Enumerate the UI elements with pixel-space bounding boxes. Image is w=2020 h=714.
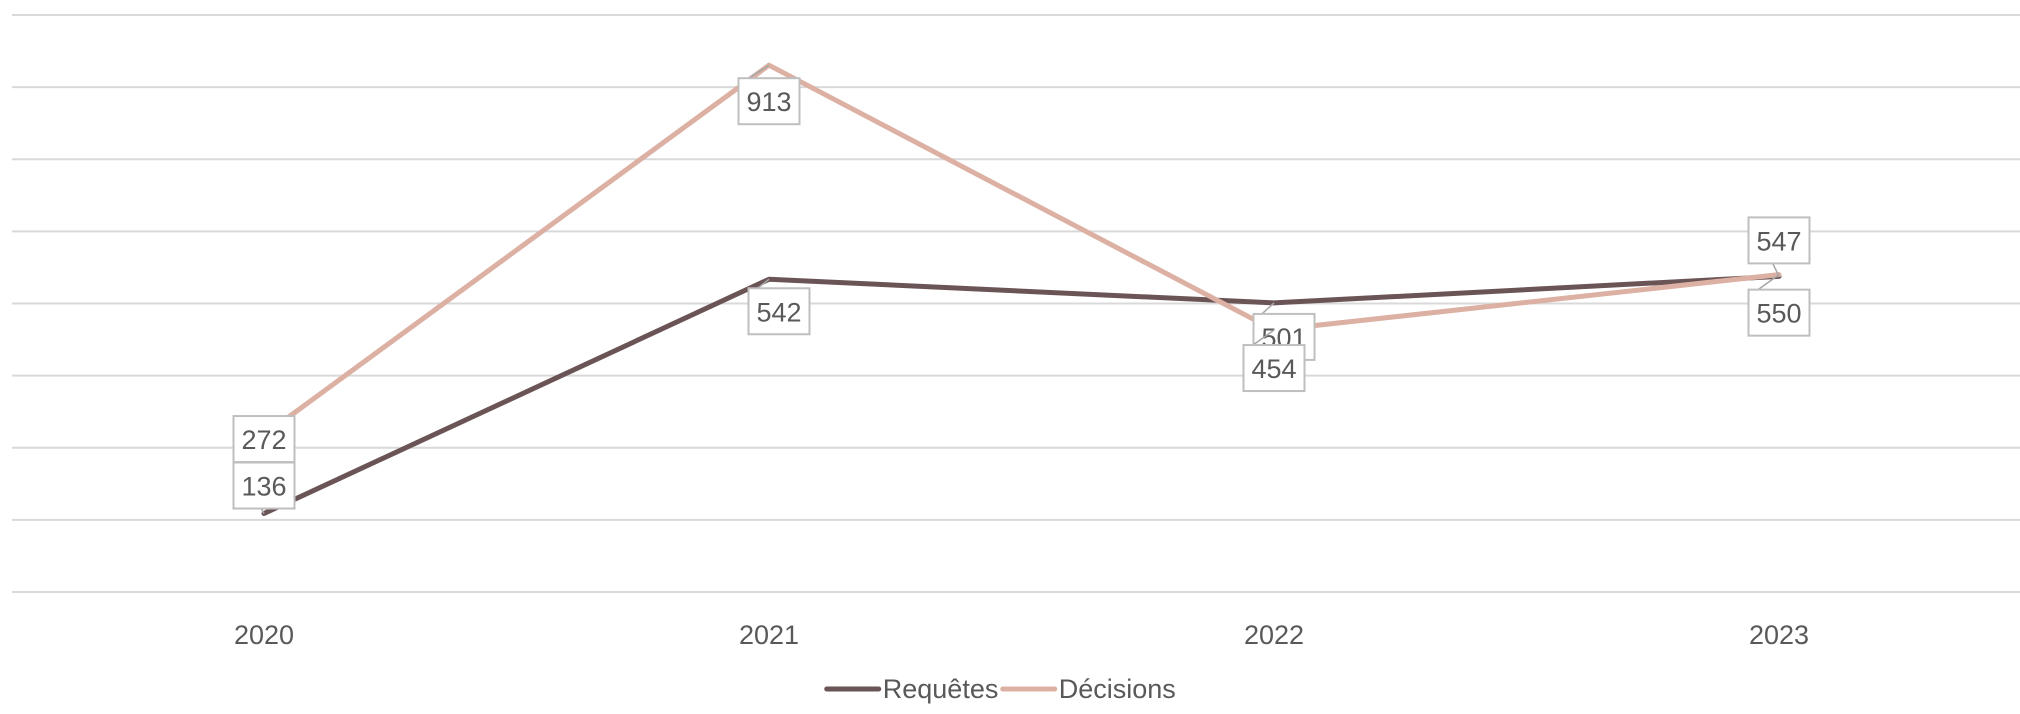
data-label: 272 <box>232 415 296 464</box>
x-tick-label: 2020 <box>234 620 294 650</box>
gridlines <box>12 14 2020 593</box>
data-label-text: 550 <box>1756 299 1801 329</box>
legend: Requêtes Décisions <box>824 674 1176 704</box>
data-label-box <box>1747 216 1811 265</box>
data-label: 550 <box>1747 274 1811 337</box>
legend-label: Requêtes <box>883 674 999 704</box>
legend-item-2: Décisions <box>1000 674 1176 704</box>
data-label-text: 272 <box>241 425 286 455</box>
legend-item-1: Requêtes <box>824 674 999 704</box>
data-label: 542 <box>747 278 811 336</box>
data-label-box <box>737 77 801 126</box>
data-label-text: 454 <box>1251 354 1296 384</box>
legend-label: Décisions <box>1059 674 1176 704</box>
data-label: 913 <box>737 64 801 126</box>
x-tick-label: 2022 <box>1244 620 1304 650</box>
series-line-1 <box>261 273 1782 517</box>
x-tick-label: 2023 <box>1749 620 1809 650</box>
data-label-box <box>747 287 811 336</box>
series-lines <box>261 62 1782 517</box>
data-label: 454 <box>1242 329 1306 393</box>
x-axis-tick-labels: 2020 2021 2022 2023 <box>234 620 1809 650</box>
data-label-text: 542 <box>756 297 801 327</box>
x-tick-label: 2021 <box>739 620 799 650</box>
data-label: 547 <box>1747 216 1811 277</box>
data-label-text: 547 <box>1756 226 1801 256</box>
data-label-box <box>232 415 296 464</box>
data-label-text: 913 <box>746 87 791 117</box>
data-label: 136 <box>232 461 296 514</box>
data-label-box <box>1747 288 1811 337</box>
data-label-box <box>1242 344 1306 393</box>
data-label-text: 136 <box>241 472 286 502</box>
series-line-2 <box>261 62 1782 438</box>
